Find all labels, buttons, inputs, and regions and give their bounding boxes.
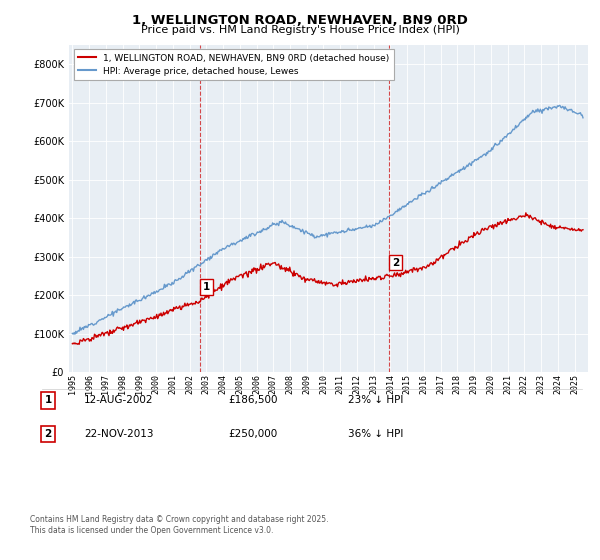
Text: 22-NOV-2013: 22-NOV-2013 bbox=[84, 429, 154, 439]
Text: £250,000: £250,000 bbox=[228, 429, 277, 439]
Text: 2: 2 bbox=[392, 258, 399, 268]
Legend: 1, WELLINGTON ROAD, NEWHAVEN, BN9 0RD (detached house), HPI: Average price, deta: 1, WELLINGTON ROAD, NEWHAVEN, BN9 0RD (d… bbox=[74, 49, 394, 80]
Text: 1, WELLINGTON ROAD, NEWHAVEN, BN9 0RD: 1, WELLINGTON ROAD, NEWHAVEN, BN9 0RD bbox=[132, 14, 468, 27]
Text: 36% ↓ HPI: 36% ↓ HPI bbox=[348, 429, 403, 439]
Text: 1: 1 bbox=[44, 395, 52, 405]
Text: 2: 2 bbox=[44, 429, 52, 439]
Text: 12-AUG-2002: 12-AUG-2002 bbox=[84, 395, 154, 405]
Text: 1: 1 bbox=[203, 282, 210, 292]
Text: Price paid vs. HM Land Registry's House Price Index (HPI): Price paid vs. HM Land Registry's House … bbox=[140, 25, 460, 35]
Text: £186,500: £186,500 bbox=[228, 395, 277, 405]
Text: Contains HM Land Registry data © Crown copyright and database right 2025.
This d: Contains HM Land Registry data © Crown c… bbox=[30, 515, 329, 535]
Text: 23% ↓ HPI: 23% ↓ HPI bbox=[348, 395, 403, 405]
